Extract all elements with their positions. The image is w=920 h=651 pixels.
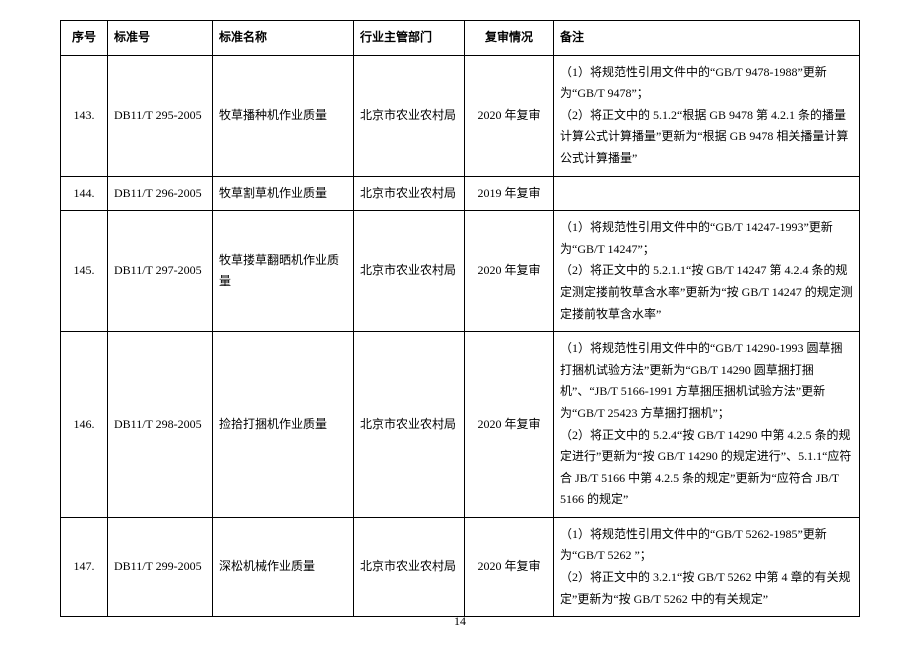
cell-note: （1）将规范性引用文件中的“GB/T 14247-1993”更新为“GB/T 1… xyxy=(554,211,860,332)
cell-dept: 北京市农业农村局 xyxy=(354,176,465,211)
cell-review: 2019 年复审 xyxy=(465,176,554,211)
cell-note: （1）将规范性引用文件中的“GB/T 9478-1988”更新为“GB/T 94… xyxy=(554,55,860,176)
cell-seq: 145. xyxy=(61,211,108,332)
cell-name: 深松机械作业质量 xyxy=(213,517,354,616)
cell-dept: 北京市农业农村局 xyxy=(354,332,465,518)
cell-std-no: DB11/T 299-2005 xyxy=(108,517,213,616)
cell-note: （1）将规范性引用文件中的“GB/T 5262-1985”更新为“GB/T 52… xyxy=(554,517,860,616)
cell-dept: 北京市农业农村局 xyxy=(354,211,465,332)
table-row: 144. DB11/T 296-2005 牧草割草机作业质量 北京市农业农村局 … xyxy=(61,176,860,211)
header-dept: 行业主管部门 xyxy=(354,21,465,56)
cell-review: 2020 年复审 xyxy=(465,517,554,616)
cell-note xyxy=(554,176,860,211)
cell-name: 牧草割草机作业质量 xyxy=(213,176,354,211)
cell-note: （1）将规范性引用文件中的“GB/T 14290-1993 圆草捆打捆机试验方法… xyxy=(554,332,860,518)
header-std-no: 标准号 xyxy=(108,21,213,56)
cell-dept: 北京市农业农村局 xyxy=(354,55,465,176)
table-row: 145. DB11/T 297-2005 牧草搂草翻晒机作业质量 北京市农业农村… xyxy=(61,211,860,332)
cell-dept: 北京市农业农村局 xyxy=(354,517,465,616)
table-body: 143. DB11/T 295-2005 牧草播种机作业质量 北京市农业农村局 … xyxy=(61,55,860,617)
cell-review: 2020 年复审 xyxy=(465,332,554,518)
cell-std-no: DB11/T 298-2005 xyxy=(108,332,213,518)
cell-std-no: DB11/T 295-2005 xyxy=(108,55,213,176)
cell-name: 牧草搂草翻晒机作业质量 xyxy=(213,211,354,332)
cell-seq: 146. xyxy=(61,332,108,518)
cell-std-no: DB11/T 297-2005 xyxy=(108,211,213,332)
header-name: 标准名称 xyxy=(213,21,354,56)
table-row: 143. DB11/T 295-2005 牧草播种机作业质量 北京市农业农村局 … xyxy=(61,55,860,176)
standards-table: 序号 标准号 标准名称 行业主管部门 复审情况 备注 143. DB11/T 2… xyxy=(60,20,860,617)
page-number: 14 xyxy=(0,614,920,629)
cell-seq: 143. xyxy=(61,55,108,176)
page-container: 序号 标准号 标准名称 行业主管部门 复审情况 备注 143. DB11/T 2… xyxy=(0,0,920,617)
header-seq: 序号 xyxy=(61,21,108,56)
header-note: 备注 xyxy=(554,21,860,56)
cell-seq: 144. xyxy=(61,176,108,211)
table-row: 146. DB11/T 298-2005 捡拾打捆机作业质量 北京市农业农村局 … xyxy=(61,332,860,518)
cell-name: 捡拾打捆机作业质量 xyxy=(213,332,354,518)
cell-review: 2020 年复审 xyxy=(465,55,554,176)
header-review: 复审情况 xyxy=(465,21,554,56)
cell-seq: 147. xyxy=(61,517,108,616)
table-row: 147. DB11/T 299-2005 深松机械作业质量 北京市农业农村局 2… xyxy=(61,517,860,616)
cell-name: 牧草播种机作业质量 xyxy=(213,55,354,176)
cell-review: 2020 年复审 xyxy=(465,211,554,332)
table-header-row: 序号 标准号 标准名称 行业主管部门 复审情况 备注 xyxy=(61,21,860,56)
cell-std-no: DB11/T 296-2005 xyxy=(108,176,213,211)
